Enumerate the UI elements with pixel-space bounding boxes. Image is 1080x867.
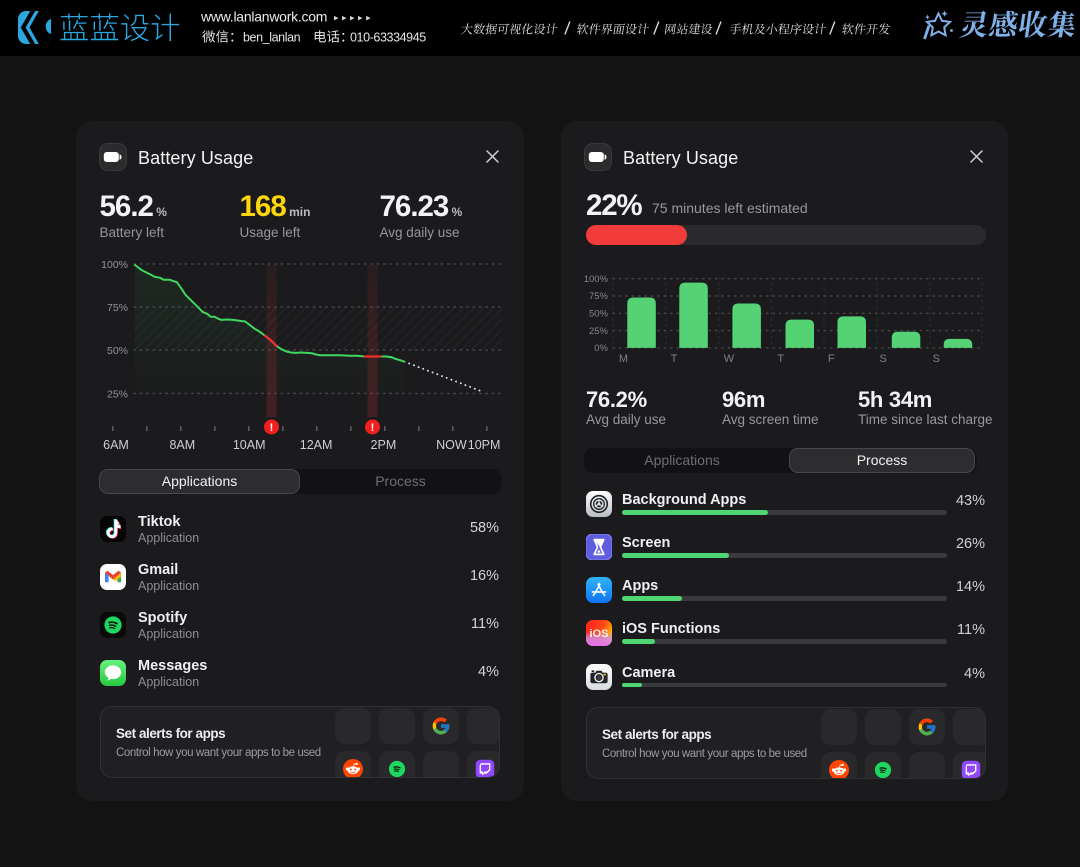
svg-text:M: M [619, 353, 628, 365]
svg-text:F: F [828, 353, 835, 365]
svg-text:!: ! [371, 422, 375, 434]
svg-text:50%: 50% [107, 345, 128, 357]
svg-text:12AM: 12AM [300, 438, 333, 452]
svg-text:▸▸▸▸▸: ▸▸▸▸▸ [334, 13, 374, 23]
svg-text:75%: 75% [589, 291, 609, 302]
svg-text:NOW: NOW [436, 438, 467, 452]
svg-text:100%: 100% [101, 259, 128, 271]
svg-text:S: S [933, 353, 940, 365]
svg-text:10AM: 10AM [233, 438, 266, 452]
svg-text:0%: 0% [594, 343, 608, 354]
svg-text:010-63334945: 010-63334945 [350, 31, 426, 45]
svg-text:T: T [671, 353, 678, 365]
svg-text:W: W [724, 353, 735, 365]
svg-text:25%: 25% [589, 326, 609, 337]
svg-text:iOS: iOS [590, 628, 609, 640]
svg-text:T: T [777, 353, 784, 365]
svg-text:8AM: 8AM [169, 438, 195, 452]
svg-text:www.lanlanwork.com: www.lanlanwork.com [200, 9, 327, 25]
svg-text:50%: 50% [589, 309, 609, 320]
svg-text:10PM: 10PM [468, 438, 501, 452]
svg-text:!: ! [270, 422, 274, 434]
svg-text:S: S [880, 353, 887, 365]
svg-text:ben_lanlan: ben_lanlan [243, 31, 301, 45]
svg-text:25%: 25% [107, 388, 128, 400]
svg-text:100%: 100% [584, 274, 609, 285]
svg-text:2PM: 2PM [371, 438, 397, 452]
svg-text:6AM: 6AM [103, 438, 129, 452]
svg-text:75%: 75% [107, 302, 128, 314]
